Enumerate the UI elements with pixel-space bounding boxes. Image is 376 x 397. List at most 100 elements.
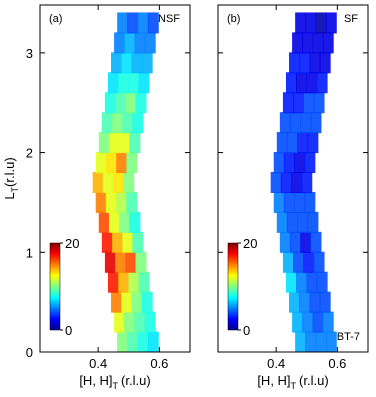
intensity-cell [302,311,314,333]
intensity-cell [119,211,131,233]
intensity-cell [310,231,322,253]
intensity-cell [303,251,315,273]
intensity-cell [128,72,140,94]
intensity-cell [114,311,126,333]
intensity-cell [111,112,123,134]
intensity-cell [285,271,297,293]
colorbar-tick-label: 20 [243,236,257,251]
intensity-cell [315,331,327,352]
intensity-cell [295,331,307,352]
intensity-cell [111,291,123,313]
intensity-cell [108,211,120,233]
intensity-cell [113,171,125,193]
intensity-cell [116,191,128,213]
intensity-cell [144,32,156,54]
intensity-cell [299,291,311,313]
intensity-cell [289,52,301,74]
intensity-cell [305,12,317,34]
intensity-cell [322,311,334,333]
intensity-cell [289,112,301,134]
intensity-cell [279,231,291,253]
intensity-cell [131,291,143,313]
intensity-cell [306,72,318,94]
colorbar [49,242,61,331]
intensity-cell [107,271,119,293]
intensity-cell [95,191,107,213]
x-label-main: [H, H] [79,373,112,388]
intensity-cell [325,12,337,34]
x-tick-label: 0.6 [150,356,168,371]
intensity-cell [122,112,134,134]
intensity-cell [286,211,298,233]
intensity-cell [127,12,139,34]
intensity-cell [92,171,104,193]
axes-frame [39,4,191,353]
intensity-cell [292,311,304,333]
intensity-cell [280,171,292,193]
intensity-cell [315,12,327,34]
y-axis-label: LT(r.l.u) [2,157,20,199]
intensity-cell [129,211,141,233]
intensity-cell [123,171,135,193]
intensity-cell [316,72,328,94]
intensity-cell [134,311,146,333]
intensity-cell [319,52,331,74]
intensity-cell [303,92,315,114]
intensity-cell [313,251,325,273]
intensity-cell [129,132,141,154]
colorbar-tick-label: 20 [65,236,79,251]
intensity-cell [270,171,282,193]
intensity-cell [273,191,285,213]
y-label-main: L [2,192,17,199]
intensity-cell [322,32,334,54]
intensity-cell [124,311,136,333]
intensity-cell [296,72,308,94]
intensity-cell [108,132,120,154]
x-tick-label: 0.4 [267,356,285,371]
intensity-cell [276,211,288,233]
intensity-cell [300,112,312,134]
intensity-cell [117,331,129,352]
intensity-cell [319,291,331,313]
y-tick-label: 3 [26,46,33,61]
intensity-cell [95,152,107,174]
intensity-cell [104,92,116,114]
intensity-cell [286,132,298,154]
intensity-cell [305,331,317,352]
intensity-cell [293,92,305,114]
panel [92,12,159,352]
intensity-cell [125,251,137,273]
intensity-cell [276,132,288,154]
intensity-cell [137,12,149,34]
intensity-cell [132,231,144,253]
y-label-rest: (r.l.u) [2,157,17,187]
intensity-cell [111,52,123,74]
intensity-cell [147,331,159,352]
y-tick-label: 2 [26,146,33,161]
intensity-cell [310,112,322,134]
axes-frame [217,4,369,353]
intensity-cell [300,231,312,253]
panel-tag: SF [344,13,358,25]
intensity-cell [111,231,123,253]
panel-note: BT-7 [337,331,360,343]
x-axis-label: [H, H]T (r.l.u) [79,373,150,391]
intensity-cell [283,191,295,213]
x-tick-label: 0.6 [328,356,346,371]
intensity-cell [293,251,305,273]
intensity-cell [127,331,139,352]
intensity-cell [309,291,321,313]
intensity-cell [115,251,127,273]
intensity-cell [147,12,159,34]
x-label-rest: (r.l.u) [299,373,329,388]
intensity-cell [105,152,117,174]
colorbar-tick-label: 0 [243,323,250,338]
intensity-cell [126,152,138,174]
colorbar-tick-label: 0 [65,323,72,338]
intensity-cell [296,271,308,293]
intensity-cell [117,12,129,34]
intensity-cell [128,271,140,293]
panel-tag: NSF [158,13,180,25]
intensity-cell [294,152,306,174]
